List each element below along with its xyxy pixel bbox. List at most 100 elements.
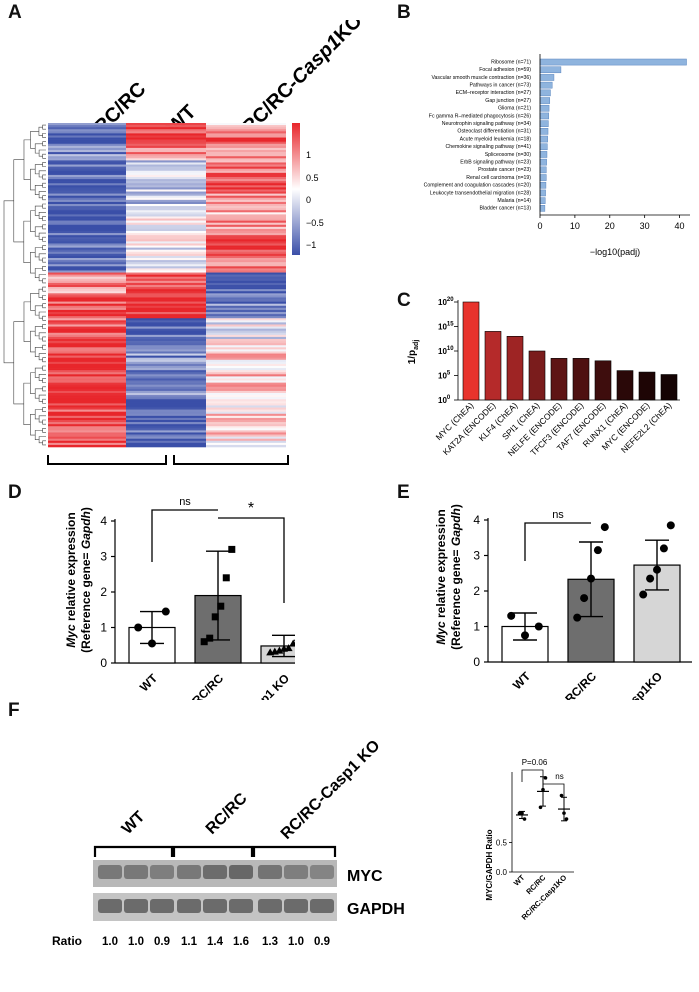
heatmap-cell xyxy=(126,158,206,161)
heatmap-cell xyxy=(206,328,286,331)
b-bar xyxy=(539,174,547,181)
heatmap-cell xyxy=(206,363,286,367)
heatmap-cell xyxy=(206,228,286,232)
heatmap-cell xyxy=(48,291,126,294)
heatmap-cell xyxy=(206,368,286,371)
heatmap-cell xyxy=(48,164,126,167)
heatmap-cell xyxy=(126,191,206,194)
heatmap-cell xyxy=(206,353,286,356)
b-category-label: Bladder cancer (n=13) xyxy=(480,206,532,212)
f-data-point xyxy=(517,811,522,815)
heatmap-cell xyxy=(206,220,286,223)
c-y-tick-label: 105 xyxy=(438,371,451,381)
heatmap-cell xyxy=(126,218,206,221)
heatmap-cell xyxy=(48,401,126,404)
heatmap-cell xyxy=(126,278,206,282)
dendrogram-branch xyxy=(42,336,46,342)
data-point xyxy=(573,613,582,622)
heatmap-cell xyxy=(206,420,286,423)
ratio-value: 1.3 xyxy=(262,936,278,948)
heatmap-cell xyxy=(126,239,206,242)
f-x-tick-label: WT xyxy=(512,873,527,888)
c-bar xyxy=(660,374,678,401)
heatmap-cell xyxy=(126,420,206,423)
heatmap-cell xyxy=(48,135,126,138)
heatmap-cell xyxy=(48,123,126,126)
heatmap-cell xyxy=(126,361,206,365)
heatmap-cell xyxy=(126,436,206,439)
heatmap-cell xyxy=(48,233,126,236)
dendrogram-branch xyxy=(13,321,24,405)
dendrogram-branch xyxy=(30,293,39,311)
heatmap-cell xyxy=(48,199,126,203)
heatmap-cell xyxy=(48,237,126,240)
dendrogram-branch xyxy=(42,419,46,425)
heatmap-cell xyxy=(48,424,126,427)
heatmap-cell xyxy=(126,388,206,392)
b-category-label: Osteoclast differentiation (n=31) xyxy=(457,129,531,135)
significance-bracket xyxy=(218,517,285,603)
data-point xyxy=(161,607,170,616)
dendrogram-branch xyxy=(42,203,46,209)
heatmap-cell xyxy=(126,328,206,331)
heatmap-cell xyxy=(48,222,126,226)
heatmap-cell xyxy=(48,224,126,228)
heatmap-cell xyxy=(48,208,126,211)
b-bar xyxy=(539,97,551,104)
b-category-label: Neurotrophin signaling pathway (n=34) xyxy=(442,121,532,127)
f-y-tick-label: 0.5 xyxy=(496,839,508,848)
heatmap-cell xyxy=(126,312,206,315)
heatmap-cell xyxy=(48,307,126,311)
heatmap-cell xyxy=(48,282,126,286)
heatmap-cell xyxy=(48,440,126,444)
colorbar-tick-label: 0.5 xyxy=(306,173,319,183)
heatmap-cell xyxy=(48,258,126,261)
heatmap-cell xyxy=(206,224,286,228)
heatmap-cell xyxy=(48,228,126,232)
heatmap-cell xyxy=(48,247,126,250)
y-tick-label: 1 xyxy=(100,621,107,635)
c-bar xyxy=(506,335,524,401)
heatmap-cell xyxy=(48,226,126,230)
heatmap-cell xyxy=(206,247,286,250)
heatmap-cell xyxy=(126,440,206,444)
colorbar-tick-label: −1 xyxy=(306,240,316,250)
data-point xyxy=(200,638,208,646)
panel-label-e: E xyxy=(397,482,410,503)
heatmap-cell xyxy=(48,158,126,161)
heatmap-cell xyxy=(126,384,206,388)
ratio-value: 1.0 xyxy=(102,936,118,948)
heatmap-cell xyxy=(206,139,286,142)
f-significance-label: P=0.06 xyxy=(522,758,548,767)
heatmap-cell xyxy=(206,347,286,350)
significance-bracket xyxy=(524,522,591,561)
heatmap-cell xyxy=(206,386,286,390)
heatmap-cell xyxy=(126,181,206,184)
heatmap-cell xyxy=(126,220,206,223)
heatmap-cell xyxy=(48,361,126,365)
y-tick-label: 4 xyxy=(100,514,107,528)
e-y-axis-label: Myc relative expression xyxy=(434,509,448,644)
dendrogram-branch xyxy=(42,398,46,404)
f-y-axis-label: MYC/GAPDH Ratio xyxy=(485,829,494,900)
heatmap-cell xyxy=(206,268,286,271)
heatmap-cell xyxy=(48,183,126,186)
heatmap-cell xyxy=(48,363,126,367)
heatmap-cell xyxy=(206,428,286,431)
heatmap-cell xyxy=(48,417,126,421)
dendrogram-branch xyxy=(42,266,46,271)
dendrogram-branch xyxy=(30,413,36,436)
data-point xyxy=(659,544,668,553)
b-category-label: ErbB signaling pathway (n=23) xyxy=(460,159,531,165)
panel-label-a: A xyxy=(8,2,22,23)
heatmap-cell xyxy=(206,397,286,400)
heatmap-cell xyxy=(206,341,286,344)
heatmap-cell xyxy=(126,139,206,142)
heatmap-cell xyxy=(126,291,206,294)
heatmap-cell xyxy=(126,150,206,153)
gapdh-band xyxy=(258,899,282,913)
heatmap-cell xyxy=(48,341,126,344)
heatmap-cell xyxy=(126,123,206,126)
c-bar xyxy=(528,350,546,401)
data-point xyxy=(534,622,543,631)
